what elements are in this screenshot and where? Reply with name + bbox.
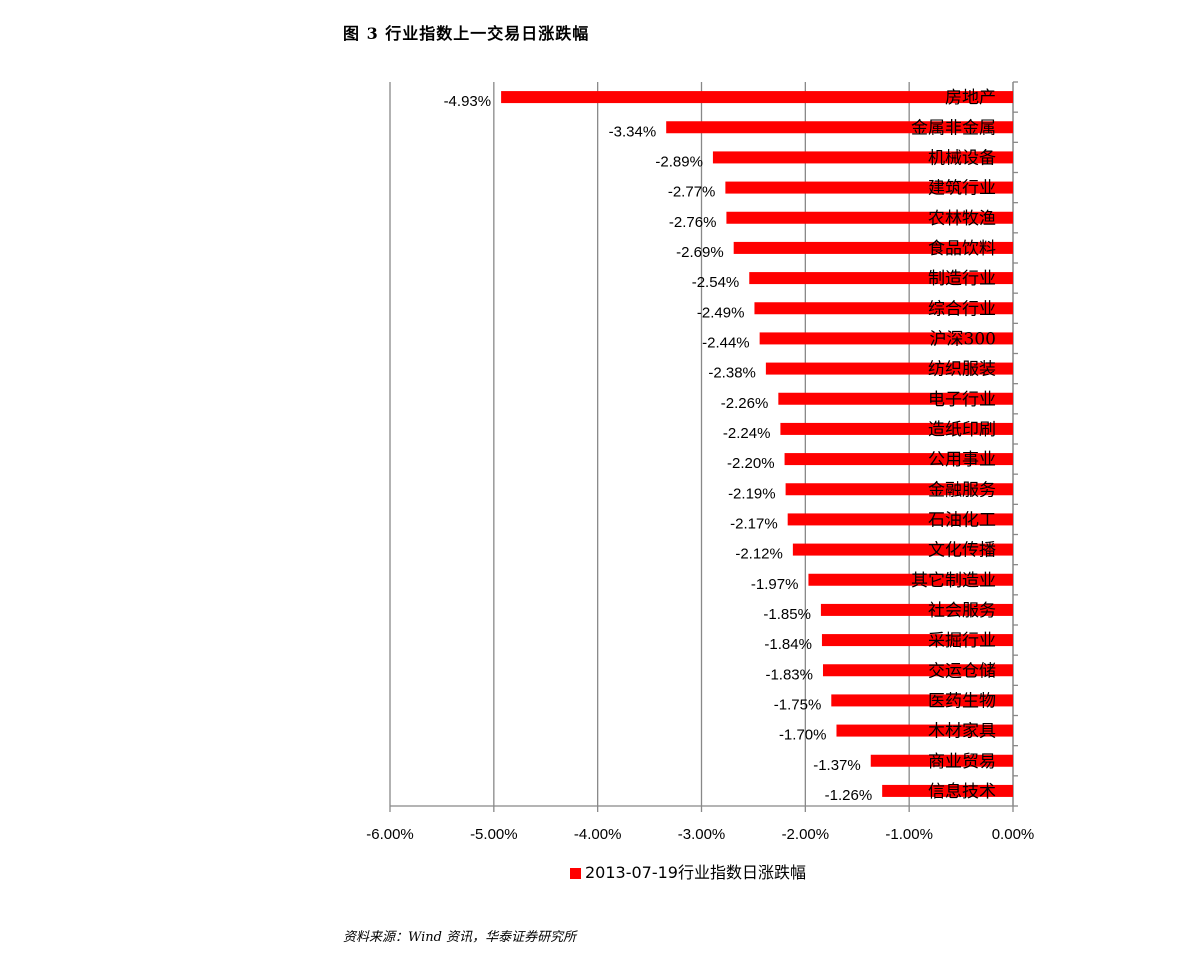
data-label: -2.20%: [727, 455, 775, 472]
bar: [822, 664, 1013, 677]
category-label: 金融服务: [928, 480, 996, 500]
data-label: -3.34%: [609, 123, 657, 140]
x-tick-label: -5.00%: [470, 826, 518, 843]
bar: [784, 453, 1013, 466]
category-label: 石油化工: [928, 510, 996, 530]
data-label: -2.54%: [692, 274, 740, 291]
x-tick-label: 0.00%: [992, 826, 1035, 843]
category-label: 其它制造业: [911, 571, 996, 591]
category-label: 农林牧渔: [928, 209, 996, 229]
data-label: -2.49%: [697, 304, 745, 321]
category-label: 信息技术: [928, 782, 996, 802]
bar: [712, 151, 1013, 164]
data-label: -1.84%: [764, 636, 812, 653]
category-label: 建筑行业: [928, 179, 996, 199]
category-label: 采掘行业: [928, 631, 996, 651]
bar: [792, 543, 1013, 556]
bar: [666, 121, 1013, 134]
category-label: 交运仓储: [928, 661, 996, 681]
data-label: -2.26%: [721, 395, 769, 412]
data-label: -2.38%: [708, 365, 756, 382]
x-tick-label: -2.00%: [782, 826, 830, 843]
data-label: -4.93%: [444, 93, 492, 110]
legend-swatch: [570, 868, 581, 879]
data-label: -2.77%: [668, 184, 716, 201]
category-label: 木材家具: [928, 722, 996, 742]
data-label: -2.89%: [655, 153, 703, 170]
bar: [870, 754, 1013, 767]
data-label: -2.76%: [669, 214, 717, 231]
bar: [765, 362, 1013, 375]
data-label: -2.17%: [730, 515, 778, 532]
bar: [754, 302, 1013, 315]
data-label: -1.85%: [763, 606, 811, 623]
data-label: -1.37%: [813, 757, 861, 774]
data-label: -2.19%: [728, 485, 776, 502]
category-label: 纺织服装: [928, 360, 996, 380]
bar: [778, 392, 1013, 405]
data-label: -2.44%: [702, 334, 750, 351]
bar: [780, 422, 1013, 435]
category-label: 公用事业: [928, 450, 996, 470]
data-label: -1.75%: [774, 696, 822, 713]
category-label: 机械设备: [928, 148, 996, 168]
figure-title: 图 3 行业指数上一交易日涨跌幅: [343, 24, 590, 43]
data-label: -2.69%: [676, 244, 724, 261]
category-label: 食品饮料: [928, 239, 996, 259]
category-label: 制造行业: [928, 269, 996, 289]
x-tick-label: -4.00%: [574, 826, 622, 843]
source-note: 资料来源：Wind 资讯，华泰证券研究所: [343, 930, 577, 945]
x-tick-label: -3.00%: [678, 826, 726, 843]
x-tick-label: -1.00%: [885, 826, 933, 843]
bar: [501, 91, 1013, 104]
bar: [821, 634, 1013, 647]
bar: [785, 483, 1013, 496]
category-label: 金属非金属: [911, 118, 996, 138]
category-label: 医药生物: [928, 691, 996, 711]
bar: [749, 272, 1013, 285]
category-label: 造纸印刷: [928, 420, 996, 440]
data-label: -1.97%: [751, 576, 799, 593]
bar: [831, 694, 1013, 707]
bar: [820, 603, 1013, 616]
category-label: 综合行业: [928, 299, 996, 319]
bar: [836, 724, 1013, 737]
data-label: -1.70%: [779, 727, 827, 744]
category-label: 文化传播: [928, 541, 996, 561]
bar: [808, 573, 1013, 586]
category-label: 沪深300: [930, 329, 996, 349]
bar: [733, 241, 1013, 254]
category-label: 房地产: [945, 88, 996, 108]
bar: [726, 211, 1013, 224]
bar: [759, 332, 1013, 345]
category-label: 社会服务: [928, 601, 996, 621]
bar: [725, 181, 1013, 194]
category-label: 商业贸易: [928, 752, 996, 772]
bar: [787, 513, 1013, 526]
legend-label: 2013-07-19行业指数日涨跌幅: [585, 863, 806, 882]
data-label: -2.12%: [735, 546, 783, 563]
category-label: 电子行业: [928, 390, 996, 410]
data-label: -1.26%: [825, 787, 873, 804]
x-tick-label: -6.00%: [366, 826, 414, 843]
data-label: -1.83%: [765, 666, 813, 683]
data-label: -2.24%: [723, 425, 771, 442]
bar: [882, 784, 1013, 797]
